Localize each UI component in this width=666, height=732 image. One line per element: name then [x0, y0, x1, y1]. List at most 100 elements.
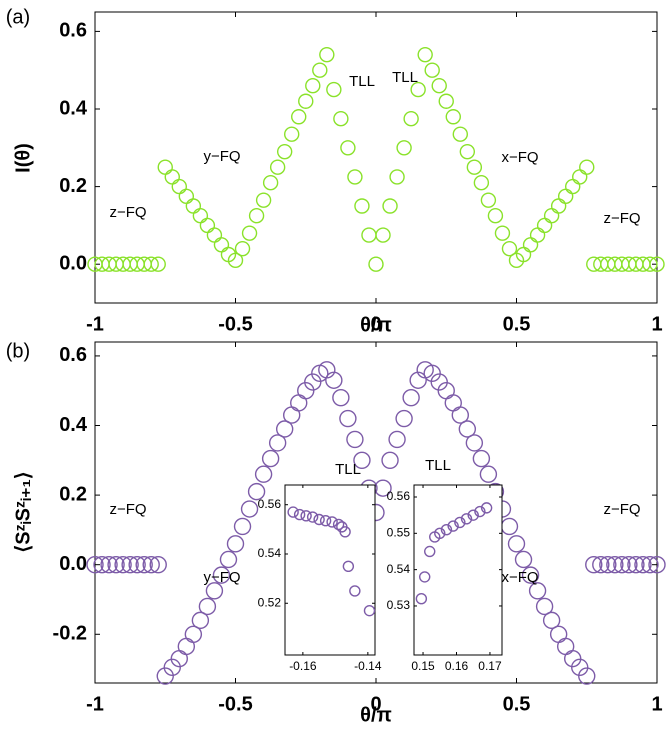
data-point: [542, 611, 561, 630]
data-point: [354, 198, 370, 214]
data-point: [86, 555, 104, 574]
annotation: x−FQ: [501, 149, 538, 166]
data-point: [634, 555, 652, 574]
data-point: [306, 511, 319, 523]
data-point: [212, 566, 231, 584]
data-point: [313, 513, 325, 526]
data-point: [326, 516, 338, 528]
data-point: [156, 667, 174, 685]
data-point: [291, 109, 307, 125]
x-tick-label: -0.5: [218, 693, 252, 715]
y-tick-label: 0.53: [387, 598, 411, 612]
y-tick-label: 0.0: [59, 553, 87, 575]
data-point: [298, 93, 314, 109]
data-point: [255, 192, 272, 208]
data-point: [100, 555, 118, 574]
data-point: [300, 510, 312, 522]
data-point: [480, 502, 493, 514]
y-tick-label: 0.4: [59, 97, 88, 119]
data-point: [319, 515, 332, 527]
data-point: [410, 81, 426, 98]
data-point: [241, 225, 258, 241]
data-point: [297, 382, 315, 400]
annotation: x−FQ: [501, 569, 538, 586]
data-point: [287, 506, 299, 518]
x-tick-label: 0.17: [478, 659, 502, 673]
x-tick-label: 0: [370, 693, 381, 715]
data-point: [606, 555, 624, 574]
data-point: [198, 597, 217, 616]
annotation: z−FQ: [109, 204, 146, 221]
data-point: [578, 667, 596, 685]
inset-frame: [284, 484, 376, 656]
data-point: [501, 240, 518, 257]
data-point: [564, 649, 582, 668]
data-point: [415, 592, 428, 605]
data-point: [342, 560, 355, 573]
x-tick-label: 0.5: [503, 313, 531, 335]
data-point: [143, 256, 159, 272]
x-tick-label: 1: [651, 313, 662, 335]
annotation: TLL: [392, 69, 418, 86]
data-point: [430, 373, 448, 391]
data-point: [627, 555, 645, 574]
data-point: [642, 256, 658, 272]
x-tick-label: -1: [86, 693, 104, 715]
data-point: [268, 434, 287, 452]
data-point: [424, 545, 436, 558]
x-tick-label: 0: [370, 313, 381, 335]
data-point: [571, 658, 589, 677]
data-point: [419, 571, 431, 583]
y-axis-label: ⟨SᶻᵢSᶻᵢ₊₁⟩: [12, 471, 34, 552]
data-point: [649, 256, 665, 272]
x-tick-label: -0.16: [289, 659, 317, 673]
data-point: [326, 81, 342, 98]
x-tick-label: 0.16: [445, 659, 469, 673]
y-axis-label: I(θ): [12, 143, 34, 173]
data-point: [240, 500, 259, 518]
data-point: [304, 373, 322, 391]
y-tick-label: 0.6: [59, 344, 87, 366]
data-point: [402, 388, 420, 407]
annotation: z−FQ: [603, 501, 640, 518]
data-point: [494, 225, 511, 241]
inset-frame: [413, 484, 503, 656]
data-point: [163, 658, 181, 677]
data-point: [233, 517, 252, 536]
panel-label: (b): [6, 340, 30, 362]
data-point: [284, 126, 300, 142]
data-point: [528, 582, 547, 600]
data-point: [114, 555, 132, 574]
x-tick-label: -0.14: [354, 659, 382, 673]
data-point: [325, 371, 343, 389]
data-point: [293, 508, 306, 521]
data-point: [445, 109, 461, 125]
data-point: [459, 143, 476, 160]
data-point: [434, 527, 446, 540]
data-point: [382, 198, 398, 214]
data-point: [592, 555, 610, 574]
data-point: [248, 207, 265, 224]
y-tick-label: 0.55: [387, 525, 411, 539]
data-point: [226, 535, 245, 553]
data-point: [149, 555, 167, 574]
data-point: [438, 93, 454, 109]
y-tick-label: 0.4: [59, 414, 88, 436]
y-tick-label: 0.54: [258, 546, 282, 560]
data-point: [107, 555, 125, 574]
data-point: [648, 555, 666, 574]
data-point: [254, 465, 273, 483]
y-tick-label: 0.56: [387, 489, 411, 503]
data-point: [121, 555, 139, 574]
data-point: [487, 207, 504, 224]
data-point: [340, 140, 356, 156]
y-tick-label: 0.56: [258, 497, 282, 511]
data-point: [514, 550, 533, 569]
data-point: [368, 256, 384, 272]
data-point: [451, 406, 469, 424]
data-point: [641, 555, 659, 574]
data-point: [579, 159, 595, 175]
data-point: [219, 550, 238, 569]
data-point: [447, 520, 459, 532]
data-point: [247, 482, 266, 501]
